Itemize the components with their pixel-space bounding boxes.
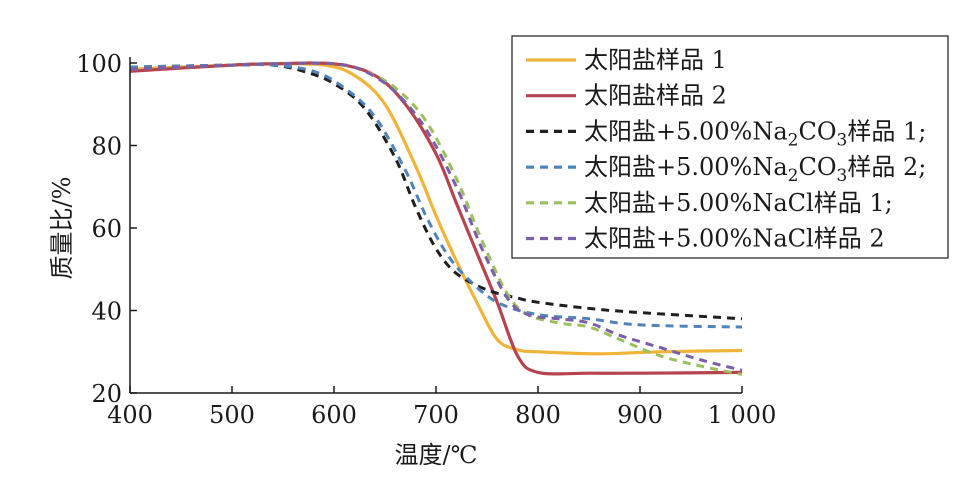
y-tick-label: 60 xyxy=(91,215,122,243)
y-tick-label: 40 xyxy=(91,298,122,326)
legend-box xyxy=(511,35,949,259)
x-tick-label: 800 xyxy=(515,401,561,429)
legend-label-5: 太阳盐+5.00%NaCl样品 1; xyxy=(584,189,893,217)
series-line-3 xyxy=(129,63,743,321)
legend-label-2: 太阳盐样品 2 xyxy=(584,82,727,110)
x-tick-label: 400 xyxy=(107,401,153,429)
y-tick-label: 100 xyxy=(76,50,122,78)
legend-label-4: 太阳盐+5.00%Na2CO3样品 2; xyxy=(584,153,926,186)
legend-label-6: 太阳盐+5.00%NaCl样品 2 xyxy=(584,225,885,253)
series-lines xyxy=(129,61,743,376)
y-tick-label: 80 xyxy=(91,133,122,161)
legend-label-3: 太阳盐+5.00%Na2CO3样品 1; xyxy=(584,117,926,150)
axes: 400 500 600 700 800 900 1 000 20 40 60 80 100 温度/℃ 质量… xyxy=(48,50,776,469)
x-tick-label: 1 000 xyxy=(708,401,777,429)
x-tick-label: 700 xyxy=(413,401,459,429)
x-tick-label: 500 xyxy=(209,401,255,429)
series-line-6 xyxy=(129,61,743,372)
legend-label-1: 太阳盐样品 1 xyxy=(584,46,727,74)
x-tick-label: 600 xyxy=(311,401,357,429)
x-tick-label: 900 xyxy=(617,401,663,429)
y-tick-label: 20 xyxy=(91,380,122,408)
y-axis-title: 质量比/% xyxy=(48,177,76,280)
x-axis-title: 温度/℃ xyxy=(395,441,478,469)
